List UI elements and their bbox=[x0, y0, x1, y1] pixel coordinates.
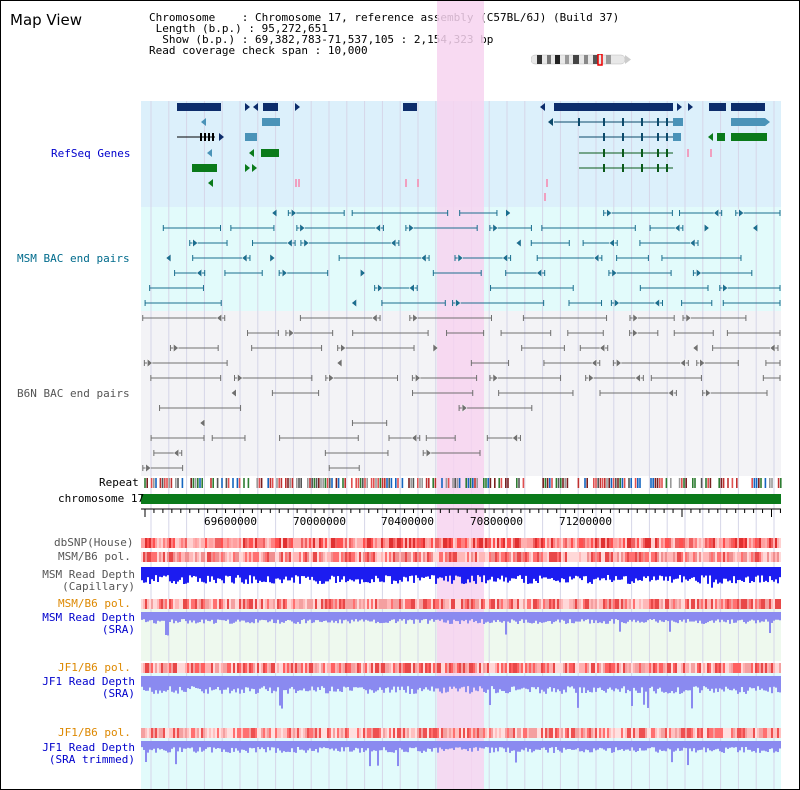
gene-model[interactable] bbox=[731, 103, 765, 111]
track-label-msm-b6-pol-2: MSM/B6 pol. bbox=[58, 597, 131, 610]
track-label-jf1-b6-pol-1: JF1/B6 pol. bbox=[58, 661, 131, 674]
length-label: Length (b.p.) bbox=[155, 22, 242, 35]
gene-model[interactable] bbox=[262, 118, 280, 126]
gene-model[interactable] bbox=[554, 103, 673, 111]
selected-region-highlight[interactable] bbox=[437, 1, 484, 789]
length-value: 95,272,651 bbox=[261, 22, 328, 35]
gene-model[interactable] bbox=[177, 103, 221, 111]
coverage-value: 10,000 bbox=[327, 44, 368, 57]
track-label-jf1-b6-pol-2: JF1/B6 pol. bbox=[58, 726, 131, 739]
track-label-msm-depth-capillary: MSM Read Depth (Capillary) bbox=[42, 568, 135, 593]
show-label: Show (b.p.) bbox=[162, 33, 236, 46]
track-label-repeat: Repeat bbox=[99, 476, 139, 489]
gene-model[interactable] bbox=[673, 118, 683, 126]
track-label-msm-b6-pol-1: MSM/B6 pol. bbox=[58, 550, 131, 563]
chromosome-bar bbox=[141, 494, 781, 504]
axis-tick-label[interactable]: 71200000 bbox=[559, 515, 612, 528]
axis-tick-label[interactable]: 70000000 bbox=[293, 515, 346, 528]
gene-model[interactable] bbox=[192, 164, 217, 172]
track-label-jf1-depth-sra: JF1 Read Depth (SRA) bbox=[42, 675, 135, 700]
track-label-jf1-depth-trimmed: JF1 Read Depth (SRA trimmed) bbox=[42, 741, 135, 766]
gene-model[interactable] bbox=[245, 133, 257, 141]
track-label-msm-depth-sra: MSM Read Depth (SRA) bbox=[42, 611, 135, 636]
axis-tick-label[interactable]: 69600000 bbox=[204, 515, 257, 528]
chromosome-ideogram[interactable] bbox=[531, 54, 631, 66]
track-label-dbsnp: dbSNP(House) bbox=[54, 536, 134, 549]
track-label-refseq: RefSeq Genes bbox=[51, 147, 131, 160]
track-label-chromosome: chromosome 17 bbox=[58, 492, 145, 505]
chromosome-info: Chromosome : Chromosome 17, reference as… bbox=[149, 11, 620, 57]
gene-model[interactable] bbox=[673, 133, 681, 141]
track-label-msm-bac: MSM BAC end pairs bbox=[17, 252, 130, 265]
gene-model[interactable] bbox=[717, 133, 725, 141]
gene-model[interactable] bbox=[731, 118, 765, 126]
gene-model[interactable] bbox=[263, 103, 278, 111]
chromosome-label: Chromosome bbox=[149, 11, 216, 24]
gene-model[interactable] bbox=[709, 103, 726, 111]
gene-model[interactable] bbox=[261, 149, 279, 157]
page-title: Map View bbox=[10, 11, 83, 29]
gene-model[interactable] bbox=[403, 103, 417, 111]
gene-model[interactable] bbox=[731, 133, 767, 141]
track-label-b6n-bac: B6N BAC end pairs bbox=[17, 387, 130, 400]
coverage-label: Read coverage check span bbox=[149, 44, 308, 57]
axis-tick-label[interactable]: 70800000 bbox=[470, 515, 523, 528]
axis-tick-label[interactable]: 70400000 bbox=[381, 515, 434, 528]
